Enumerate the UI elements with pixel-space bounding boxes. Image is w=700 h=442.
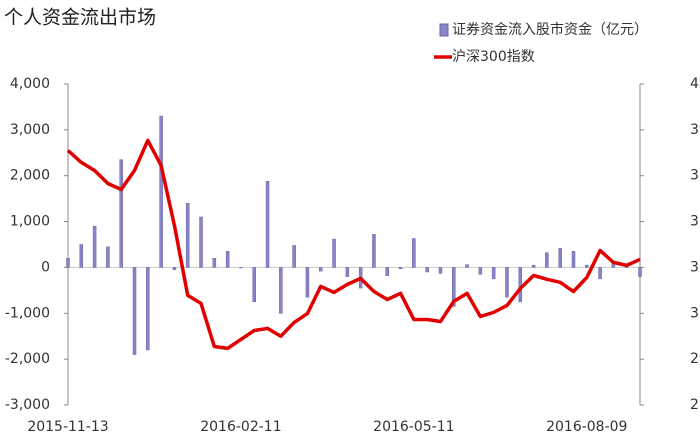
- bar: [79, 244, 84, 268]
- bar: [185, 202, 190, 268]
- bar: [159, 115, 163, 268]
- bar: [318, 267, 323, 272]
- legend-label: 沪深300指数: [452, 49, 535, 65]
- y2-tick-label: 3300: [690, 259, 700, 275]
- y2-tick-label: 2900: [690, 351, 700, 367]
- y-tick-label: 2,000: [10, 168, 50, 184]
- bar: [225, 251, 230, 268]
- chart-title: 个人资金流出市场: [4, 7, 156, 29]
- bar: [372, 234, 376, 268]
- line: [66, 138, 641, 351]
- bar: [518, 267, 523, 303]
- legend-swatch: [439, 23, 449, 37]
- bar: [212, 258, 217, 268]
- y-tick-label: -2,000: [5, 351, 50, 367]
- y-tick-label: 1,000: [10, 214, 50, 230]
- bar: [585, 264, 589, 268]
- x-tick-label: 2016-08-09: [546, 419, 627, 435]
- y2-tick-label: 3900: [690, 122, 700, 138]
- bar: [146, 267, 150, 351]
- y-tick-label: -1,000: [5, 305, 50, 321]
- legend-label: 证券资金流入股市资金（亿元）: [452, 21, 648, 38]
- bar: [412, 238, 416, 268]
- y-tick-label: 0: [41, 259, 50, 275]
- bar: [545, 252, 549, 268]
- bar: [106, 246, 110, 268]
- bar: [332, 238, 336, 268]
- bar: [531, 264, 536, 268]
- bar: [385, 267, 390, 276]
- bar: [252, 267, 256, 303]
- x-tick-label: 2016-05-11: [373, 419, 454, 435]
- bar: [438, 267, 443, 274]
- bar: [119, 159, 123, 268]
- bar: [478, 267, 483, 275]
- x-tick-label: 2015-11-13: [27, 419, 108, 435]
- bar: [398, 267, 403, 270]
- bar: [558, 247, 562, 268]
- bar: [292, 245, 296, 268]
- bar: [452, 267, 456, 307]
- bar: [66, 258, 70, 268]
- bar: [491, 267, 496, 280]
- bar: [505, 267, 509, 298]
- bar: [465, 264, 469, 268]
- bar: [345, 267, 350, 277]
- y-tick-label: 4,000: [10, 76, 50, 92]
- bar: [425, 267, 429, 273]
- bar: [598, 267, 602, 280]
- y-tick-label: -3,000: [5, 397, 50, 413]
- x-tick-label: 2016-02-11: [200, 419, 281, 435]
- y2-tick-label: 4100: [690, 76, 700, 92]
- y-tick-label: 3,000: [10, 122, 50, 138]
- bar: [638, 267, 642, 277]
- bar: [279, 267, 283, 314]
- bar: [92, 225, 97, 268]
- y2-tick-label: 2700: [690, 397, 700, 413]
- bar: [132, 267, 137, 355]
- bar: [239, 267, 243, 269]
- bar: [305, 267, 310, 298]
- bar: [172, 267, 177, 270]
- bar: [571, 251, 576, 268]
- y2-tick-label: 3100: [690, 305, 700, 321]
- bar: [265, 180, 270, 268]
- bar: [199, 216, 203, 268]
- y2-tick-label: 3700: [690, 168, 700, 184]
- y2-tick-label: 3500: [690, 214, 700, 230]
